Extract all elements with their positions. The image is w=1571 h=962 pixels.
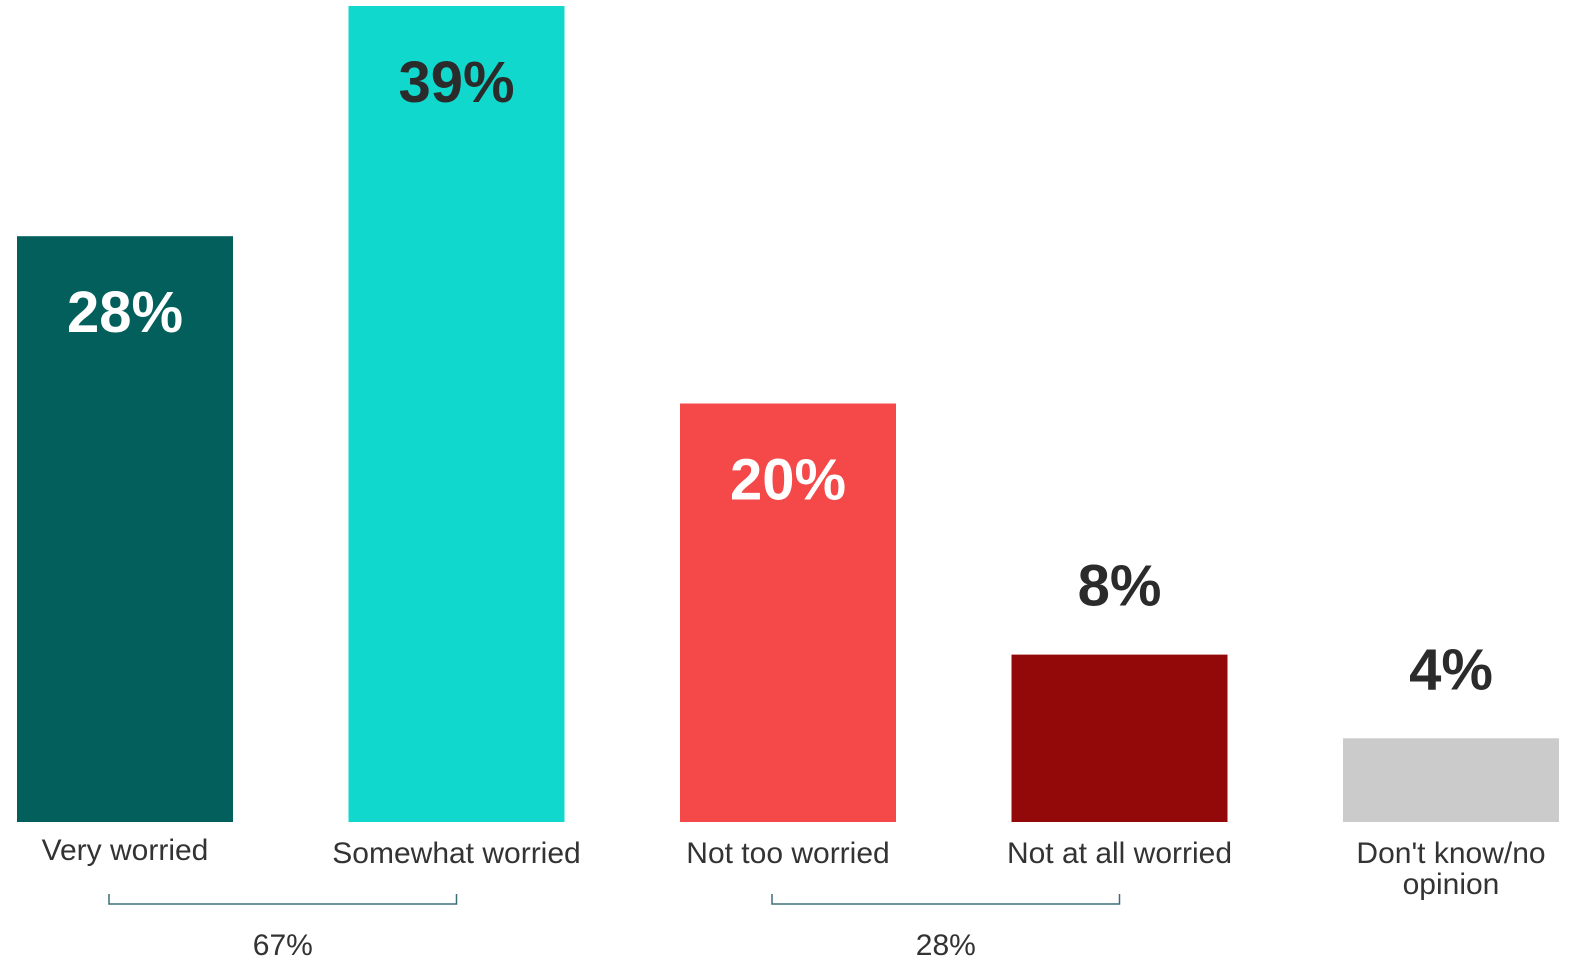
group-bracket <box>108 894 458 905</box>
bar-very-worried <box>17 236 233 822</box>
value-label: 28% <box>67 280 183 345</box>
bar-somewhat-worried <box>348 6 565 822</box>
group-total-label: 67% <box>253 929 313 962</box>
value-label: 39% <box>398 50 514 115</box>
value-label: 8% <box>1078 554 1162 619</box>
bar-not-too-worried <box>680 403 896 822</box>
group-total-label: 28% <box>916 929 976 962</box>
value-label: 4% <box>1409 637 1493 702</box>
bar-not-at-all-worried <box>1011 654 1228 822</box>
category-label: Somewhat worried <box>332 837 580 870</box>
bar-don-t-know-no-opinion <box>1343 738 1559 822</box>
category-label: Very worried <box>42 834 209 867</box>
value-label: 20% <box>730 448 846 513</box>
category-label: Not too worried <box>686 837 889 870</box>
category-label: Not at all worried <box>1007 837 1232 870</box>
category-label: Don't know/no opinion <box>1356 837 1545 901</box>
group-bracket <box>771 894 1121 905</box>
